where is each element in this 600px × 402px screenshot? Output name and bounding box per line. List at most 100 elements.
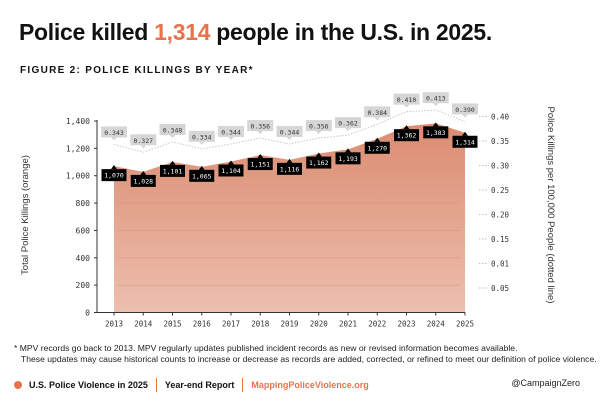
x-tick-label: 2019 (280, 320, 298, 329)
y2-tick-label: 0.15 (491, 235, 509, 244)
x-tick-label: 2020 (310, 320, 329, 329)
rate-data-label: 0.384 (367, 109, 387, 117)
count-label-pointer (140, 170, 147, 175)
x-tick-label: 2025 (456, 320, 474, 329)
rate-data-label: 0.362 (338, 120, 358, 128)
rate-label-pointer (286, 136, 293, 140)
footer-type: Year-end Report (164, 380, 235, 390)
y2-tick-label: 0.40 (491, 113, 510, 122)
x-tick-label: 2017 (222, 320, 240, 329)
footnote: * MPV records go back to 2013. MPV regul… (14, 343, 597, 365)
x-tick-label: 2013 (105, 320, 123, 329)
rate-label-pointer (228, 136, 234, 140)
figure-label: FIGURE 2: POLICE KILLINGS BY YEAR* (20, 65, 254, 76)
y2-tick-label: 0.20 (491, 211, 510, 220)
rate-data-label: 0.327 (133, 137, 153, 145)
rate-label-pointer (111, 137, 117, 141)
y-tick-label: 200 (76, 281, 91, 290)
rate-dotted-line (113, 109, 466, 153)
rate-data-label: 0.344 (221, 128, 241, 136)
y2-tick-label: 0.05 (491, 284, 509, 293)
count-label-pointer (257, 154, 264, 159)
y2-tick-label: 0.25 (491, 186, 509, 195)
count-label-pointer (374, 137, 381, 142)
count-label-bg (160, 164, 185, 177)
rate-data-label: 0.348 (163, 126, 183, 134)
count-label-bg (277, 162, 302, 175)
footer-report: U.S. Police Violence in 2025 (29, 380, 148, 390)
count-data-label: 1,193 (338, 155, 358, 163)
x-tick-label: 2021 (339, 320, 357, 329)
x-tick-label: 2023 (397, 320, 415, 329)
count-label-bg (335, 152, 361, 165)
y-tick-label: 600 (76, 226, 91, 235)
count-label-pointer (111, 165, 117, 170)
rate-label-pointer (403, 104, 410, 108)
footer-handle[interactable]: @CampaignZero (511, 378, 580, 388)
count-label-pointer (315, 152, 322, 157)
title-suffix: people in the U.S. in 2025. (210, 19, 492, 45)
footer: U.S. Police Violence in 2025 Year-end Re… (14, 378, 369, 392)
rate-label-bg (305, 120, 332, 132)
count-data-label: 1,362 (397, 132, 417, 140)
rate-label-pointer (198, 141, 205, 145)
y-tick-label: 1,400 (66, 117, 90, 126)
x-tick-label: 2024 (427, 320, 446, 329)
divider (155, 378, 157, 392)
count-label-bg (247, 158, 273, 171)
x-tick-label: 2018 (251, 320, 270, 329)
rate-data-label: 0.413 (426, 95, 446, 103)
rate-data-label: 0.334 (192, 133, 212, 141)
count-data-label: 1,104 (221, 167, 241, 175)
rate-label-bg (159, 123, 186, 135)
rate-data-label: 0.390 (455, 106, 475, 114)
rate-label-pointer (315, 131, 322, 135)
divider (242, 378, 244, 392)
count-label-bg (189, 169, 215, 182)
count-data-label: 1,270 (367, 144, 387, 152)
y2-tick-label: 0.01 (491, 260, 509, 269)
title-prefix: Police killed (19, 19, 155, 45)
y2-tick-label: 0.35 (491, 137, 509, 146)
count-label-bg (101, 169, 127, 182)
count-data-label: 1,101 (163, 167, 183, 175)
page-title: Police killed 1,314 people in the U.S. i… (19, 19, 492, 46)
count-label-pointer (169, 160, 176, 165)
count-label-pointer (286, 158, 293, 163)
rate-label-bg (364, 106, 391, 118)
rate-label-pointer (432, 103, 439, 107)
footer-site-link[interactable]: MappingPoliceViolence.org (251, 380, 369, 390)
rate-label-bg (276, 125, 303, 137)
rate-label-bg (101, 126, 127, 138)
rate-label-bg (247, 120, 274, 132)
y2-tick-label: 0.30 (491, 162, 510, 171)
bullet-dot-icon (14, 381, 22, 389)
x-tick-label: 2022 (368, 320, 386, 329)
x-tick-label: 2016 (193, 320, 212, 329)
rate-label-pointer (345, 128, 351, 132)
count-data-label: 1,314 (455, 138, 475, 146)
rate-label-bg (422, 92, 449, 104)
rate-data-label: 0.343 (104, 129, 124, 137)
rate-data-label: 0.356 (309, 123, 329, 131)
y-tick-label: 1,000 (66, 172, 90, 181)
count-data-label: 1,162 (309, 159, 329, 167)
rate-data-label: 0.410 (397, 96, 417, 104)
y-tick-label: 1,200 (66, 144, 90, 153)
y-tick-label: 400 (76, 254, 91, 263)
title-highlight: 1,314 (154, 19, 211, 45)
count-label-pointer (198, 165, 205, 170)
count-label-bg (364, 141, 390, 154)
rate-label-bg (393, 93, 420, 105)
count-data-label: 1,070 (104, 172, 124, 180)
count-data-label: 1,116 (280, 165, 300, 173)
footnote-line-1: * MPV records go back to 2013. MPV regul… (14, 343, 518, 353)
rate-data-label: 0.356 (250, 123, 270, 131)
y-tick-label: 800 (76, 199, 91, 208)
count-data-label: 1,383 (426, 129, 446, 137)
footnote-line-2: These updates may cause historical count… (21, 354, 597, 364)
rate-label-pointer (169, 134, 176, 138)
count-label-pointer (462, 131, 468, 136)
y-axis-title: Total Police Killings (orange) (20, 155, 31, 275)
count-data-label: 1,028 (133, 177, 153, 185)
